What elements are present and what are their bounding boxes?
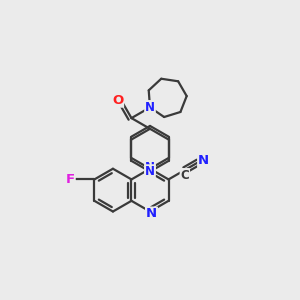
Text: N: N — [145, 101, 155, 114]
Text: F: F — [66, 173, 75, 186]
Text: N: N — [145, 161, 155, 174]
Text: C: C — [181, 169, 189, 182]
Text: N: N — [145, 165, 155, 178]
Text: N: N — [198, 154, 209, 167]
Text: O: O — [112, 94, 123, 107]
Text: N: N — [146, 207, 157, 220]
